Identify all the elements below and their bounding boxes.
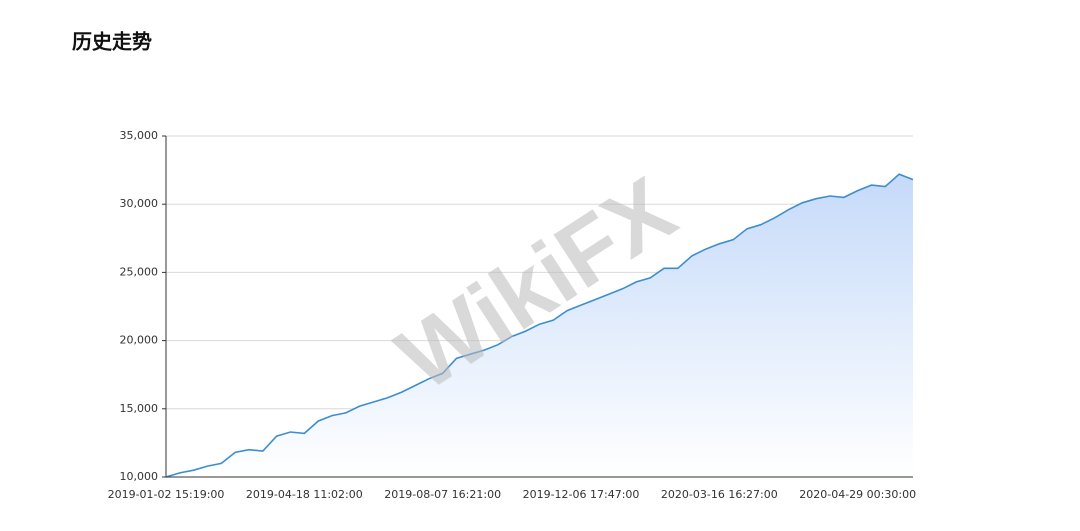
x-tick-label: 2019-04-18 11:02:00 bbox=[246, 488, 363, 501]
chart-title: 历史走势 bbox=[72, 30, 152, 54]
area bbox=[166, 174, 913, 477]
chart: 10,000 15,000 20,000 25,000 30,000 35,000 2019… bbox=[108, 129, 916, 501]
y-tick-label: 20,000 bbox=[120, 334, 159, 347]
x-tick-label: 2019-08-07 16:21:00 bbox=[384, 488, 501, 501]
y-tick-label: 30,000 bbox=[120, 197, 159, 210]
y-tick-label: 10,000 bbox=[120, 470, 159, 483]
line bbox=[165, 173, 914, 478]
x-tick-label: 2019-12-06 17:47:00 bbox=[523, 488, 640, 501]
x-tick-label: 2020-03-16 16:27:00 bbox=[661, 488, 778, 501]
y-tick-label: 15,000 bbox=[120, 402, 159, 415]
x-tick-label: 2020-04-29 00:30:00 bbox=[799, 488, 916, 501]
y-tick-label: 35,000 bbox=[120, 129, 159, 142]
x-tick-label: 2019-01-02 15:19:00 bbox=[108, 488, 225, 501]
y-tick-label: 25,000 bbox=[120, 265, 159, 278]
